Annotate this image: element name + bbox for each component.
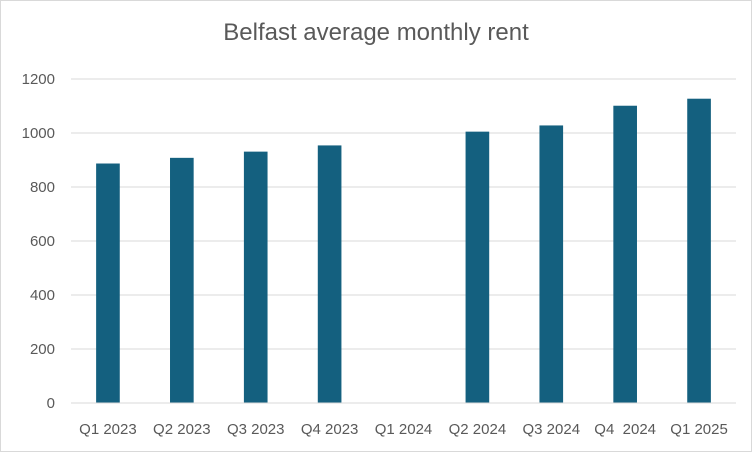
- y-tick-label: 400: [30, 287, 55, 304]
- y-tick-label: 1200: [22, 71, 55, 88]
- y-tick-label: 600: [30, 233, 55, 250]
- bar: [539, 125, 564, 403]
- x-tick-label: Q4 2024: [594, 421, 656, 438]
- x-tick-label: Q2 2023: [153, 421, 211, 438]
- y-tick-label: 0: [47, 395, 55, 412]
- bar: [243, 151, 268, 403]
- y-tick-label: 1000: [22, 125, 55, 142]
- bar: [687, 98, 711, 404]
- chart-title: Belfast average monthly rent: [223, 19, 529, 46]
- y-tick-label: 200: [30, 341, 55, 358]
- x-tick-label: Q3 2024: [523, 421, 581, 438]
- bar: [317, 145, 342, 404]
- x-tick-label: Q4 2023: [301, 421, 359, 438]
- bar: [613, 105, 637, 403]
- bar: [170, 157, 194, 403]
- bar: [465, 131, 490, 403]
- x-tick-label: Q1 2025: [670, 421, 728, 438]
- x-tick-label: Q3 2023: [227, 421, 285, 438]
- x-tick-label: Q2 2024: [449, 421, 507, 438]
- x-tick-label: Q1 2024: [375, 421, 433, 438]
- x-tick-label: Q1 2023: [79, 421, 137, 438]
- bar: [96, 163, 120, 403]
- y-tick-label: 800: [30, 179, 55, 196]
